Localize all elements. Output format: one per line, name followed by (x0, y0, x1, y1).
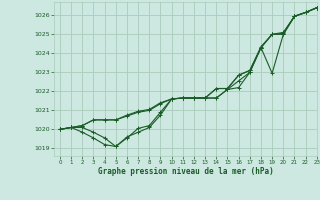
X-axis label: Graphe pression niveau de la mer (hPa): Graphe pression niveau de la mer (hPa) (98, 167, 274, 176)
